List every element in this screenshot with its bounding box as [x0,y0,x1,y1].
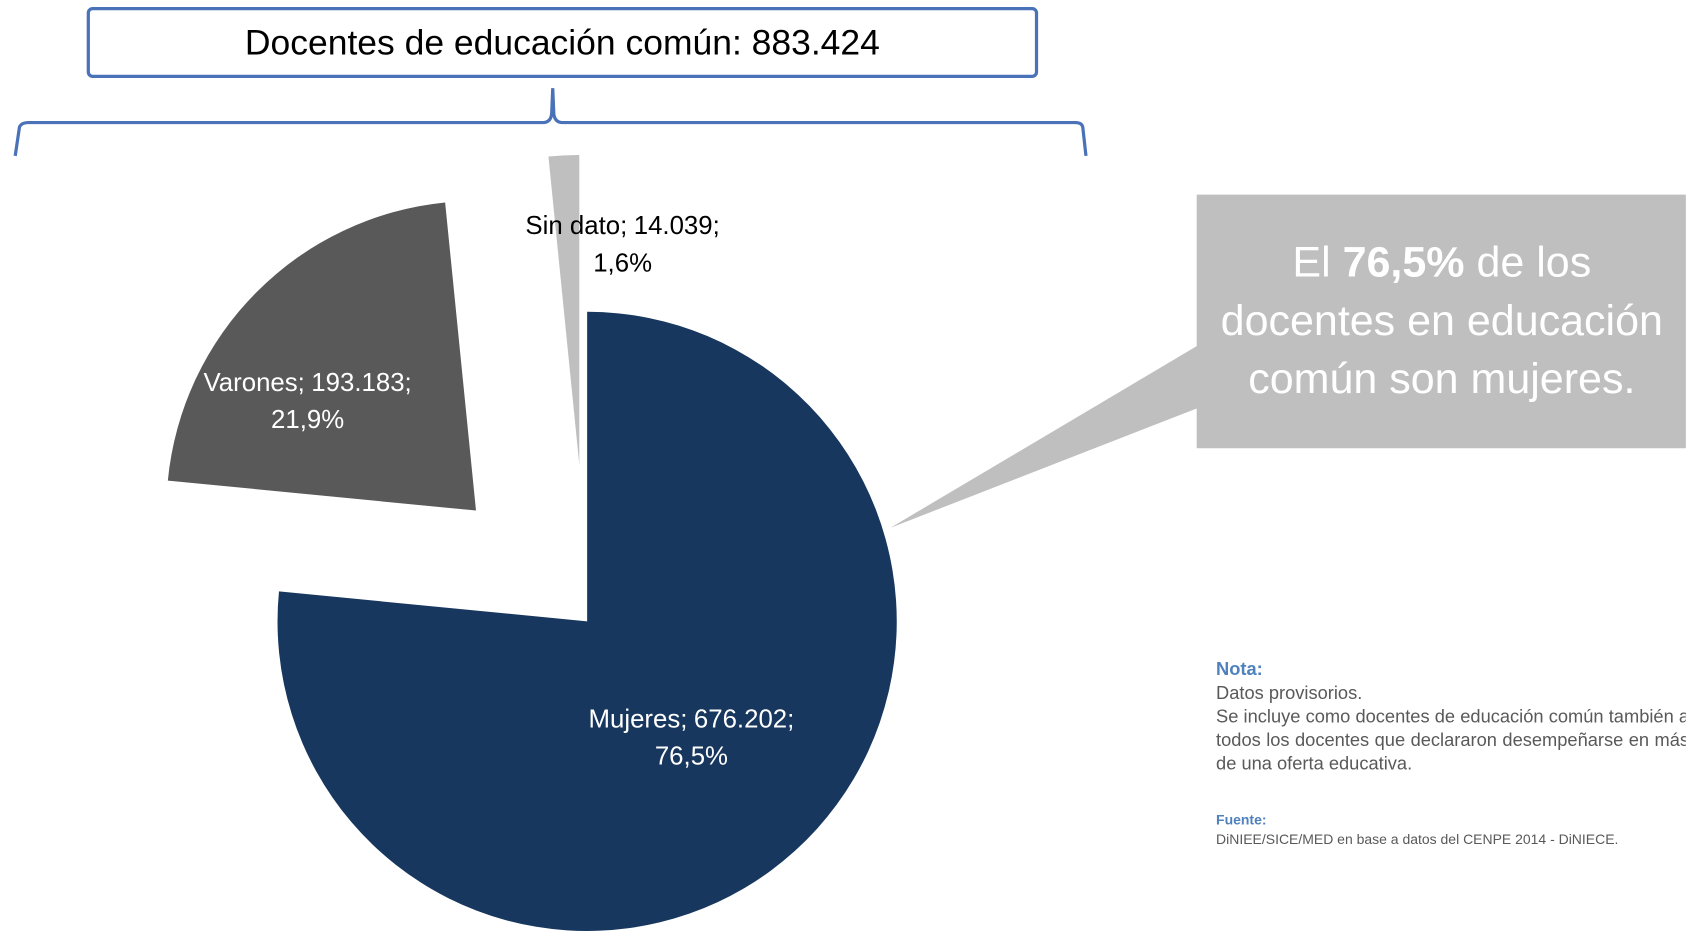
percent-label: 76,5% [655,743,728,771]
brace [13,88,1088,157]
percent-label: 21,9% [271,406,344,434]
callout-line: El 76,5% de los [1292,239,1591,287]
separator: ; [620,212,627,240]
note-line: Datos provisorios. [1216,682,1363,704]
callout-line: docentes en educación [1221,297,1663,345]
callout-line: común son mujeres. [1248,355,1635,403]
slice-value: 676.202 [694,705,787,733]
data-label: Mujeres; 676.202; [589,705,795,733]
title-box [86,6,1039,78]
pie-slice [548,155,580,465]
callout-highlight: 76,5% [1343,239,1465,287]
callout-text: de los [1465,239,1592,287]
data-label: Varones; 193.183; [204,369,412,397]
notes: Nota: Datos provisorios. Se incluye como… [1216,658,1686,849]
slice-name: Sin dato [525,212,620,240]
data-label: Sin dato; 14.039; [525,212,719,240]
source-text: DiNIEE/SICE/MED en base a datos del CENP… [1216,831,1619,848]
slice-name: Mujeres [589,705,681,733]
percent-label: 1,6% [593,249,652,277]
pie-slice [277,311,897,931]
chart-title: Docentes de educación común: 883.424 [245,23,880,63]
slice-value: 193.183 [311,369,404,397]
slice-value: 14.039 [634,212,713,240]
callout-text: El [1292,239,1342,287]
source-heading: Fuente: [1216,811,1267,828]
callout-box [890,194,1686,528]
separator: ; [713,212,720,240]
note-heading: Nota: [1216,659,1263,680]
pie: Mujeres; 676.202;76,5%Varones; 193.183;21,… [167,155,897,931]
separator: ; [298,369,305,397]
slice-name: Varones [204,369,298,397]
note-paragraph: Se incluye como docentes de educación co… [1216,706,1686,775]
note-block: Nota: Datos provisorios. Se incluye como… [1216,658,1686,849]
pie-slice [167,202,476,511]
separator: ; [680,705,687,733]
separator: ; [405,369,412,397]
separator: ; [787,705,794,733]
